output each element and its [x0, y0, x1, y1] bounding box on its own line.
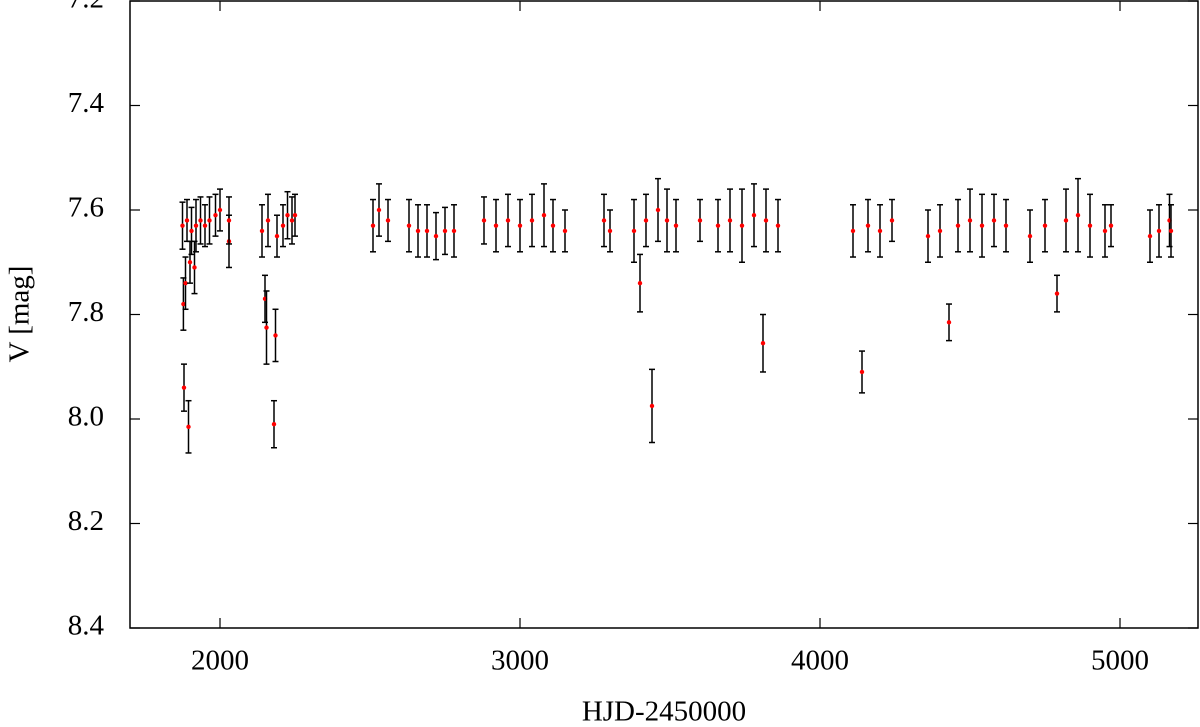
data-point [1102, 228, 1108, 234]
data-point [655, 207, 661, 213]
data-point [264, 325, 269, 330]
data-point [292, 213, 298, 218]
y-axis-label: V [mag] [4, 266, 36, 363]
data-point [192, 265, 197, 270]
x-tick-label: 4000 [791, 645, 849, 677]
y-tick-label: 7.4 [68, 87, 105, 119]
data-point [877, 228, 883, 234]
data-point [183, 280, 188, 286]
data-point [541, 213, 547, 218]
data-point [991, 218, 997, 223]
data-point [1063, 218, 1069, 223]
data-point [1003, 223, 1009, 228]
y-tick-label: 8.4 [68, 610, 105, 642]
data-point [925, 233, 931, 239]
data-point [424, 228, 430, 234]
data-point [649, 403, 655, 409]
data-point [493, 223, 499, 228]
data-point [562, 228, 568, 234]
y-tick-label: 8.0 [68, 401, 104, 433]
data-point [859, 369, 865, 375]
data-point [1027, 233, 1033, 239]
data-point [442, 228, 448, 234]
data-point [207, 218, 212, 223]
data-point [376, 207, 382, 213]
data-point [727, 218, 733, 223]
data-point [186, 424, 191, 430]
data-point [889, 218, 895, 223]
data-point [673, 223, 679, 228]
data-point [1087, 223, 1093, 228]
x-axis-label: HJD-2450000 [582, 696, 746, 727]
data-point [763, 218, 769, 223]
data-point [274, 233, 280, 239]
data-point [601, 218, 607, 223]
y-tick-label: 7.8 [68, 296, 104, 328]
data-point [1054, 291, 1060, 296]
data-point [967, 218, 973, 223]
data-point [271, 422, 277, 427]
data-point [775, 223, 781, 228]
data-point [1156, 228, 1162, 234]
data-point [850, 228, 856, 234]
data-point [865, 223, 871, 228]
data-point [451, 228, 457, 234]
data-point [697, 218, 703, 223]
x-tick-label: 2000 [191, 645, 249, 677]
data-point [370, 223, 376, 228]
data-point [289, 218, 295, 223]
data-point [1168, 228, 1174, 234]
data-point [181, 385, 187, 390]
data-point [529, 218, 535, 223]
data-point [607, 228, 613, 234]
data-point [213, 213, 218, 218]
data-point [259, 228, 265, 234]
x-tick-label: 5000 [1091, 645, 1149, 677]
data-point [189, 228, 194, 234]
x-tick-label: 3000 [491, 645, 549, 677]
data-point [273, 333, 278, 338]
data-point [505, 218, 511, 223]
data-point [226, 218, 232, 223]
data-point [760, 341, 766, 346]
plot-frame [129, 0, 1199, 629]
data-point [193, 223, 199, 228]
data-point [955, 223, 961, 228]
data-point [1042, 223, 1048, 228]
data-point [433, 233, 439, 239]
data-point [937, 228, 943, 234]
data-point [664, 218, 670, 223]
data-point [415, 228, 421, 234]
data-point [280, 223, 286, 228]
y-tick-label: 7.6 [68, 192, 104, 224]
data-point [187, 260, 193, 265]
data-point [285, 213, 290, 218]
data-point [715, 223, 721, 228]
data-point [1147, 233, 1153, 239]
data-point [181, 301, 186, 307]
data-point [643, 218, 649, 223]
data-point [751, 213, 757, 218]
y-tick-label: 8.2 [68, 505, 104, 537]
data-point [1075, 213, 1081, 218]
data-point [631, 228, 637, 234]
data-point [979, 223, 985, 228]
data-point [1108, 223, 1114, 228]
y-tick-label: 7.2 [68, 0, 104, 15]
data-point [265, 218, 271, 223]
data-point [637, 280, 643, 286]
data-point [517, 223, 523, 228]
data-point [739, 223, 745, 228]
data-point [180, 223, 185, 228]
data-point [184, 218, 190, 223]
data-point [202, 223, 208, 228]
data-point [385, 218, 391, 223]
data-point [217, 207, 223, 213]
data-point [198, 218, 203, 223]
data-point [406, 223, 412, 228]
data-point [550, 223, 556, 228]
data-point [481, 218, 487, 223]
data-point [946, 320, 952, 325]
